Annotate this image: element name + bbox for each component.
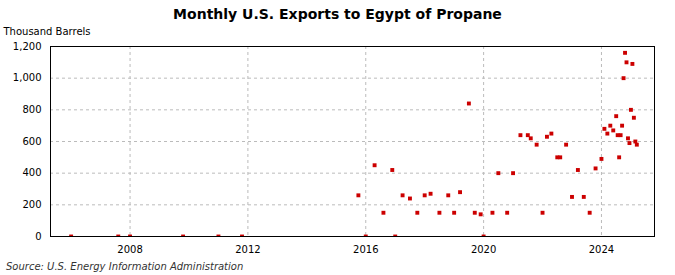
html-text:Monthly U.S. Exports to Egypt: Monthly U.S. Exports to Egypt of Propane — [173, 6, 502, 22]
svg-text:400: 400 — [22, 167, 41, 178]
svg-text:800: 800 — [22, 104, 41, 115]
svg-text:2008: 2008 — [117, 244, 142, 255]
svg-text:1,000: 1,000 — [13, 72, 42, 83]
svg-text:1,200: 1,200 — [13, 41, 42, 52]
html-text:Source: U.S. Energy Informatio: Source: U.S. Energy Information Administ… — [6, 261, 244, 272]
svg-text:Thousand Barrels: Thousand Barrels — [3, 26, 91, 37]
svg-text:600: 600 — [22, 136, 41, 147]
svg-text:2012: 2012 — [235, 244, 260, 255]
svg-text:2016: 2016 — [353, 244, 378, 255]
svg-text:200: 200 — [22, 199, 41, 210]
svg-text:2020: 2020 — [471, 244, 496, 255]
svg-text:0: 0 — [35, 231, 41, 242]
svg-text:2024: 2024 — [589, 244, 614, 255]
